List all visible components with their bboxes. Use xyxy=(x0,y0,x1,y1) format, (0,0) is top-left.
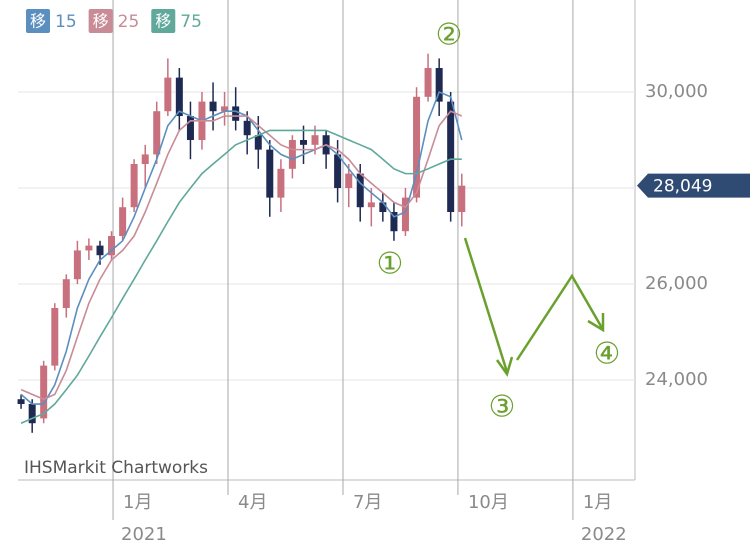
legend-prefix: 移 xyxy=(93,12,109,31)
candle-body xyxy=(413,96,421,198)
candle-body xyxy=(51,308,59,366)
forecast-arrows xyxy=(463,237,605,377)
candle-body xyxy=(300,140,308,145)
candle-body xyxy=(164,77,172,112)
year-label: 2022 xyxy=(581,524,627,545)
annotation: ① xyxy=(377,247,404,282)
candle-body xyxy=(232,106,240,121)
y-tick-label: 24,000 xyxy=(645,369,708,390)
candle-body xyxy=(401,197,409,232)
x-tick-label: 7月 xyxy=(353,492,382,513)
candle-body xyxy=(334,154,342,189)
candle-body xyxy=(40,365,48,419)
moving-average-line xyxy=(20,110,463,401)
candle-body xyxy=(62,279,70,309)
candle-body xyxy=(390,212,398,232)
y-tick-label: 30,000 xyxy=(645,81,708,102)
moving-average-line xyxy=(20,90,463,405)
last-price-box xyxy=(637,173,750,198)
candle-body xyxy=(367,202,375,208)
candle-body xyxy=(85,245,93,251)
candle-body xyxy=(356,173,364,208)
legend-swatch xyxy=(151,9,176,33)
candle-body xyxy=(73,250,81,280)
legend-swatch xyxy=(26,9,50,33)
legend-label: 25 xyxy=(118,12,140,32)
candle-body xyxy=(221,106,229,112)
y-tick-label: 26,000 xyxy=(645,273,708,294)
year-label: 2021 xyxy=(121,524,167,545)
candle-body xyxy=(435,68,443,102)
candle-body xyxy=(243,120,251,136)
annotation: ② xyxy=(436,18,463,53)
candle-body xyxy=(96,245,104,256)
candle-body xyxy=(186,116,194,141)
candle-body xyxy=(130,164,138,208)
x-tick-label: 10月 xyxy=(468,492,509,513)
candle-body xyxy=(28,404,36,424)
candle-body xyxy=(345,173,353,189)
watermark: IHSMarkit Chartworks xyxy=(24,458,208,478)
moving-average-line xyxy=(20,129,462,424)
candle-body xyxy=(266,149,274,198)
candle-body xyxy=(175,77,183,117)
legend-label: 15 xyxy=(55,12,77,32)
last-price-label: 28,049 xyxy=(653,177,712,197)
candle-body xyxy=(17,399,25,405)
candle-body xyxy=(311,135,319,145)
candle-body xyxy=(288,140,296,169)
candle-body xyxy=(458,185,466,213)
candle-body xyxy=(153,111,161,155)
candle-body xyxy=(209,101,217,112)
legend-label: 75 xyxy=(180,12,202,32)
candle-body xyxy=(119,207,127,237)
candle-body xyxy=(108,236,116,256)
candle-body xyxy=(254,135,262,150)
legend-swatch xyxy=(88,9,113,33)
candle-body xyxy=(141,154,149,165)
annotation: ③ xyxy=(489,390,516,425)
annotation: ④ xyxy=(594,337,621,372)
legend-prefix: 移 xyxy=(155,12,171,31)
candle-body xyxy=(424,68,432,97)
x-tick-label: 1月 xyxy=(583,492,612,513)
x-tick-label: 4月 xyxy=(238,492,267,513)
candle-body xyxy=(379,202,387,213)
x-tick-label: 1月 xyxy=(123,492,152,513)
candle-body xyxy=(277,168,285,198)
candle-body xyxy=(447,101,455,213)
legend-prefix: 移 xyxy=(30,12,46,31)
